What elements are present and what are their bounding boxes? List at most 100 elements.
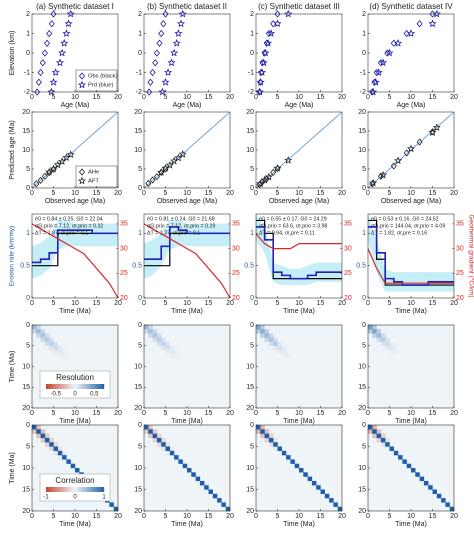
heatmap-cell bbox=[264, 433, 270, 439]
heatmap-cell bbox=[411, 370, 416, 375]
heatmap-cell bbox=[380, 333, 386, 338]
star-marker bbox=[66, 150, 75, 158]
heatmap-cell bbox=[368, 329, 373, 334]
heatmap-cell bbox=[398, 459, 403, 464]
heatmap-cell bbox=[333, 395, 338, 400]
heatmap-cell bbox=[264, 429, 270, 434]
uncertainty-band bbox=[368, 214, 454, 292]
x-tick-label: 15 bbox=[93, 513, 101, 520]
heatmap-cell bbox=[320, 387, 325, 392]
heatmap-cell bbox=[156, 337, 162, 342]
heatmap-cell bbox=[436, 498, 442, 503]
heatmap-cell bbox=[376, 337, 382, 342]
heatmap-cell bbox=[299, 463, 304, 469]
y-tick-label: 15 bbox=[358, 384, 366, 391]
heatmap-cell bbox=[393, 455, 399, 460]
heatmap-cell bbox=[40, 437, 46, 443]
heatmap-cell bbox=[221, 506, 226, 512]
heatmap-cell bbox=[109, 502, 114, 507]
heatmap-cell bbox=[320, 485, 325, 490]
heatmap-cell bbox=[449, 403, 455, 409]
y-tick-label: -2 bbox=[24, 89, 30, 96]
erosion-line bbox=[256, 226, 342, 280]
star-marker bbox=[385, 48, 394, 57]
x-tick-label: 0 bbox=[366, 94, 370, 101]
y-tick-label: 0 bbox=[26, 185, 30, 192]
y-tick-label: 5 bbox=[138, 166, 142, 173]
heatmap-cell bbox=[70, 366, 76, 371]
heatmap-cell bbox=[44, 341, 50, 346]
x-axis-label: Time (Ma) bbox=[283, 308, 315, 315]
star-marker bbox=[51, 68, 60, 76]
diamond-marker bbox=[50, 10, 57, 18]
heatmap-cell bbox=[79, 468, 84, 473]
heatmap-cell bbox=[415, 476, 420, 482]
heatmap-cell bbox=[221, 403, 226, 409]
colorbar-swatch bbox=[47, 384, 51, 389]
star-marker bbox=[374, 68, 383, 76]
colorbar-swatch bbox=[80, 487, 83, 492]
colorbar-swatch bbox=[76, 487, 80, 492]
axes-frame bbox=[143, 13, 231, 93]
y-tick-label: 20 bbox=[246, 508, 254, 515]
star-marker bbox=[77, 176, 87, 185]
y-tick-label: 15 bbox=[134, 384, 142, 391]
heatmap-cell bbox=[402, 358, 407, 363]
star-marker bbox=[64, 19, 73, 28]
heatmap-cell bbox=[307, 480, 313, 486]
colorbar-swatch bbox=[46, 487, 49, 492]
star-marker bbox=[55, 58, 64, 67]
heatmap-cell bbox=[161, 437, 166, 443]
heatmap-cell bbox=[419, 472, 425, 477]
heatmap-cell bbox=[445, 506, 450, 512]
heatmap-cell bbox=[217, 502, 222, 507]
colorbar-swatch bbox=[75, 487, 78, 492]
y-tick-label: 10 bbox=[134, 147, 142, 154]
x-axis-label: Time (Ma) bbox=[395, 418, 427, 425]
y2-tick-label: 35 bbox=[344, 221, 352, 228]
diamond-marker bbox=[429, 128, 436, 136]
heatmap-cell bbox=[49, 345, 54, 351]
heatmap-cell bbox=[49, 442, 54, 447]
heatmap-cell bbox=[290, 358, 295, 363]
diamond-marker bbox=[50, 165, 57, 174]
heatmap-cell bbox=[75, 468, 80, 473]
annotation: ΔT = 1.37, σr,pre = 0.1 bbox=[147, 230, 200, 236]
heatmap-cell bbox=[49, 337, 54, 342]
heatmap-cell bbox=[402, 362, 407, 367]
star-marker bbox=[428, 19, 437, 28]
reference-line bbox=[255, 111, 343, 189]
x-axis-label: Time (Ma) bbox=[283, 418, 315, 425]
x-tick-label: 15 bbox=[317, 190, 325, 197]
heatmap-cell bbox=[368, 429, 373, 434]
x-tick-label: 0 bbox=[366, 190, 370, 197]
colorbar-swatch bbox=[46, 384, 49, 389]
x-tick-label: 10 bbox=[183, 190, 191, 197]
y-tick-label: 0 bbox=[250, 322, 254, 329]
x-tick-label: 15 bbox=[429, 513, 437, 520]
x-tick-label: 15 bbox=[317, 94, 325, 101]
x-tick-label: 0 bbox=[142, 190, 146, 197]
colorbar-swatch bbox=[65, 487, 68, 492]
colorbar-label: Correlation bbox=[55, 476, 94, 485]
heatmap-cell bbox=[191, 472, 196, 477]
y-tick-label: 0.5 bbox=[132, 263, 142, 270]
colorbar-swatch bbox=[71, 487, 74, 492]
x-axis-label: Time (Ma) bbox=[395, 521, 427, 528]
y-tick-label: 2 bbox=[138, 11, 142, 18]
y-tick-label: 10 bbox=[22, 465, 30, 472]
heatmap-cell bbox=[169, 450, 175, 456]
x-tick-label: 5 bbox=[388, 190, 392, 197]
x-tick-label: 10 bbox=[295, 410, 303, 417]
heatmap-cell bbox=[109, 399, 114, 405]
star-marker bbox=[172, 39, 181, 47]
heatmap-cell bbox=[204, 489, 209, 494]
heatmap-cell bbox=[415, 468, 420, 473]
heatmap-cell bbox=[290, 459, 295, 464]
colorbar-tick-label: 0.5 bbox=[90, 392, 99, 398]
heatmap-cell bbox=[204, 378, 209, 384]
heatmap-cell bbox=[376, 433, 382, 439]
y2-tick-label: 25 bbox=[456, 270, 464, 277]
y-tick-label: 0 bbox=[138, 295, 142, 302]
heatmap-cell bbox=[372, 425, 377, 430]
